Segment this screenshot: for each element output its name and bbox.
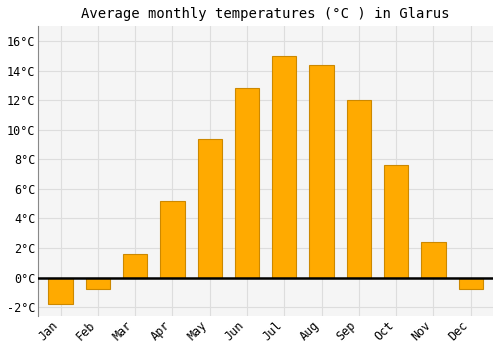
- Bar: [272, 56, 296, 278]
- Bar: [123, 254, 148, 278]
- Bar: [310, 65, 334, 278]
- Title: Average monthly temperatures (°C ) in Glarus: Average monthly temperatures (°C ) in Gl…: [82, 7, 450, 21]
- Bar: [422, 242, 446, 278]
- Bar: [86, 278, 110, 289]
- Bar: [198, 139, 222, 278]
- Bar: [160, 201, 184, 278]
- Bar: [384, 165, 408, 278]
- Bar: [458, 278, 483, 289]
- Bar: [235, 88, 259, 278]
- Bar: [346, 100, 371, 278]
- Bar: [48, 278, 72, 304]
